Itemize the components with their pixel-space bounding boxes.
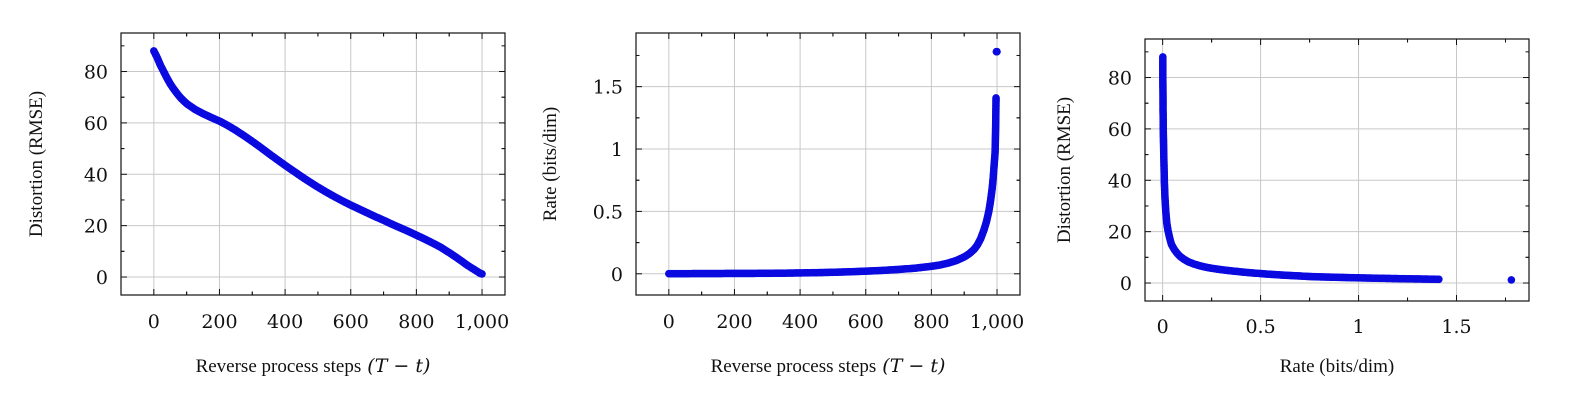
y-tick-label: 1.5 <box>593 77 623 99</box>
data-point <box>1435 275 1443 284</box>
y-tick-label: 60 <box>1108 119 1132 141</box>
x-tick-label: 0.5 <box>1245 316 1275 338</box>
panel-rate-vs-steps: 0 200 400 600 800 1,000 0 0.5 1 1.5 Reverse proces… <box>540 32 1024 377</box>
x-tick-label: 800 <box>398 311 434 333</box>
y-tick-label: 20 <box>1108 222 1132 244</box>
panel-distortion-vs-steps: 0 200 400 600 800 1,000 0 20 40 60 80 Reverse proce… <box>26 32 509 377</box>
y-tick-label: 0 <box>96 267 108 289</box>
x-tick-label: 400 <box>267 311 303 333</box>
y-tick-label: 80 <box>1108 68 1132 90</box>
x-tick-label: 1 <box>1353 316 1365 338</box>
data-point <box>1507 276 1516 284</box>
panel-distortion-vs-rate: 0 0.5 1 1.5 0 20 40 60 80 Rate (bits/dim) Distorti… <box>1054 38 1530 377</box>
x-axis-label: Reverse process steps (T − t) <box>711 355 946 377</box>
x-tick-label: 600 <box>848 311 884 333</box>
y-axis-label: Distortion (RMSE) <box>26 91 47 237</box>
x-tick-label: 600 <box>333 311 369 333</box>
y-tick-label: 1 <box>611 139 623 161</box>
y-tick-label: 40 <box>1108 170 1132 192</box>
y-tick-label: 0 <box>611 264 623 286</box>
x-tick-label: 1,000 <box>455 311 509 333</box>
x-tick-label: 1,000 <box>970 311 1024 333</box>
y-tick-label: 0.5 <box>593 201 623 223</box>
x-tick-label: 0 <box>1157 316 1169 338</box>
plot-frame <box>120 32 506 296</box>
data-point <box>478 270 486 278</box>
x-tick-label: 400 <box>782 311 818 333</box>
plot-frame <box>635 32 1021 296</box>
x-tick-label: 0 <box>663 311 675 333</box>
y-tick-label: 80 <box>84 62 108 84</box>
x-tick-label: 200 <box>716 311 752 333</box>
x-tick-label: 1.5 <box>1441 316 1471 338</box>
x-axis-label: Reverse process steps (T − t) <box>196 355 431 377</box>
x-tick-label: 800 <box>913 311 949 333</box>
x-tick-label: 200 <box>201 311 237 333</box>
x-axis-label: Rate (bits/dim) <box>1280 356 1395 377</box>
y-tick-label: 60 <box>84 113 108 135</box>
x-tick-label: 0 <box>148 311 160 333</box>
y-tick-label: 40 <box>84 164 108 186</box>
y-axis-label: Rate (bits/dim) <box>540 107 561 222</box>
plot-frame <box>1144 38 1530 302</box>
y-axis-label: Distortion (RMSE) <box>1054 97 1075 243</box>
data-point <box>993 47 1001 56</box>
y-tick-label: 0 <box>1120 273 1132 295</box>
data-point <box>992 94 1000 102</box>
y-tick-label: 20 <box>84 216 108 238</box>
